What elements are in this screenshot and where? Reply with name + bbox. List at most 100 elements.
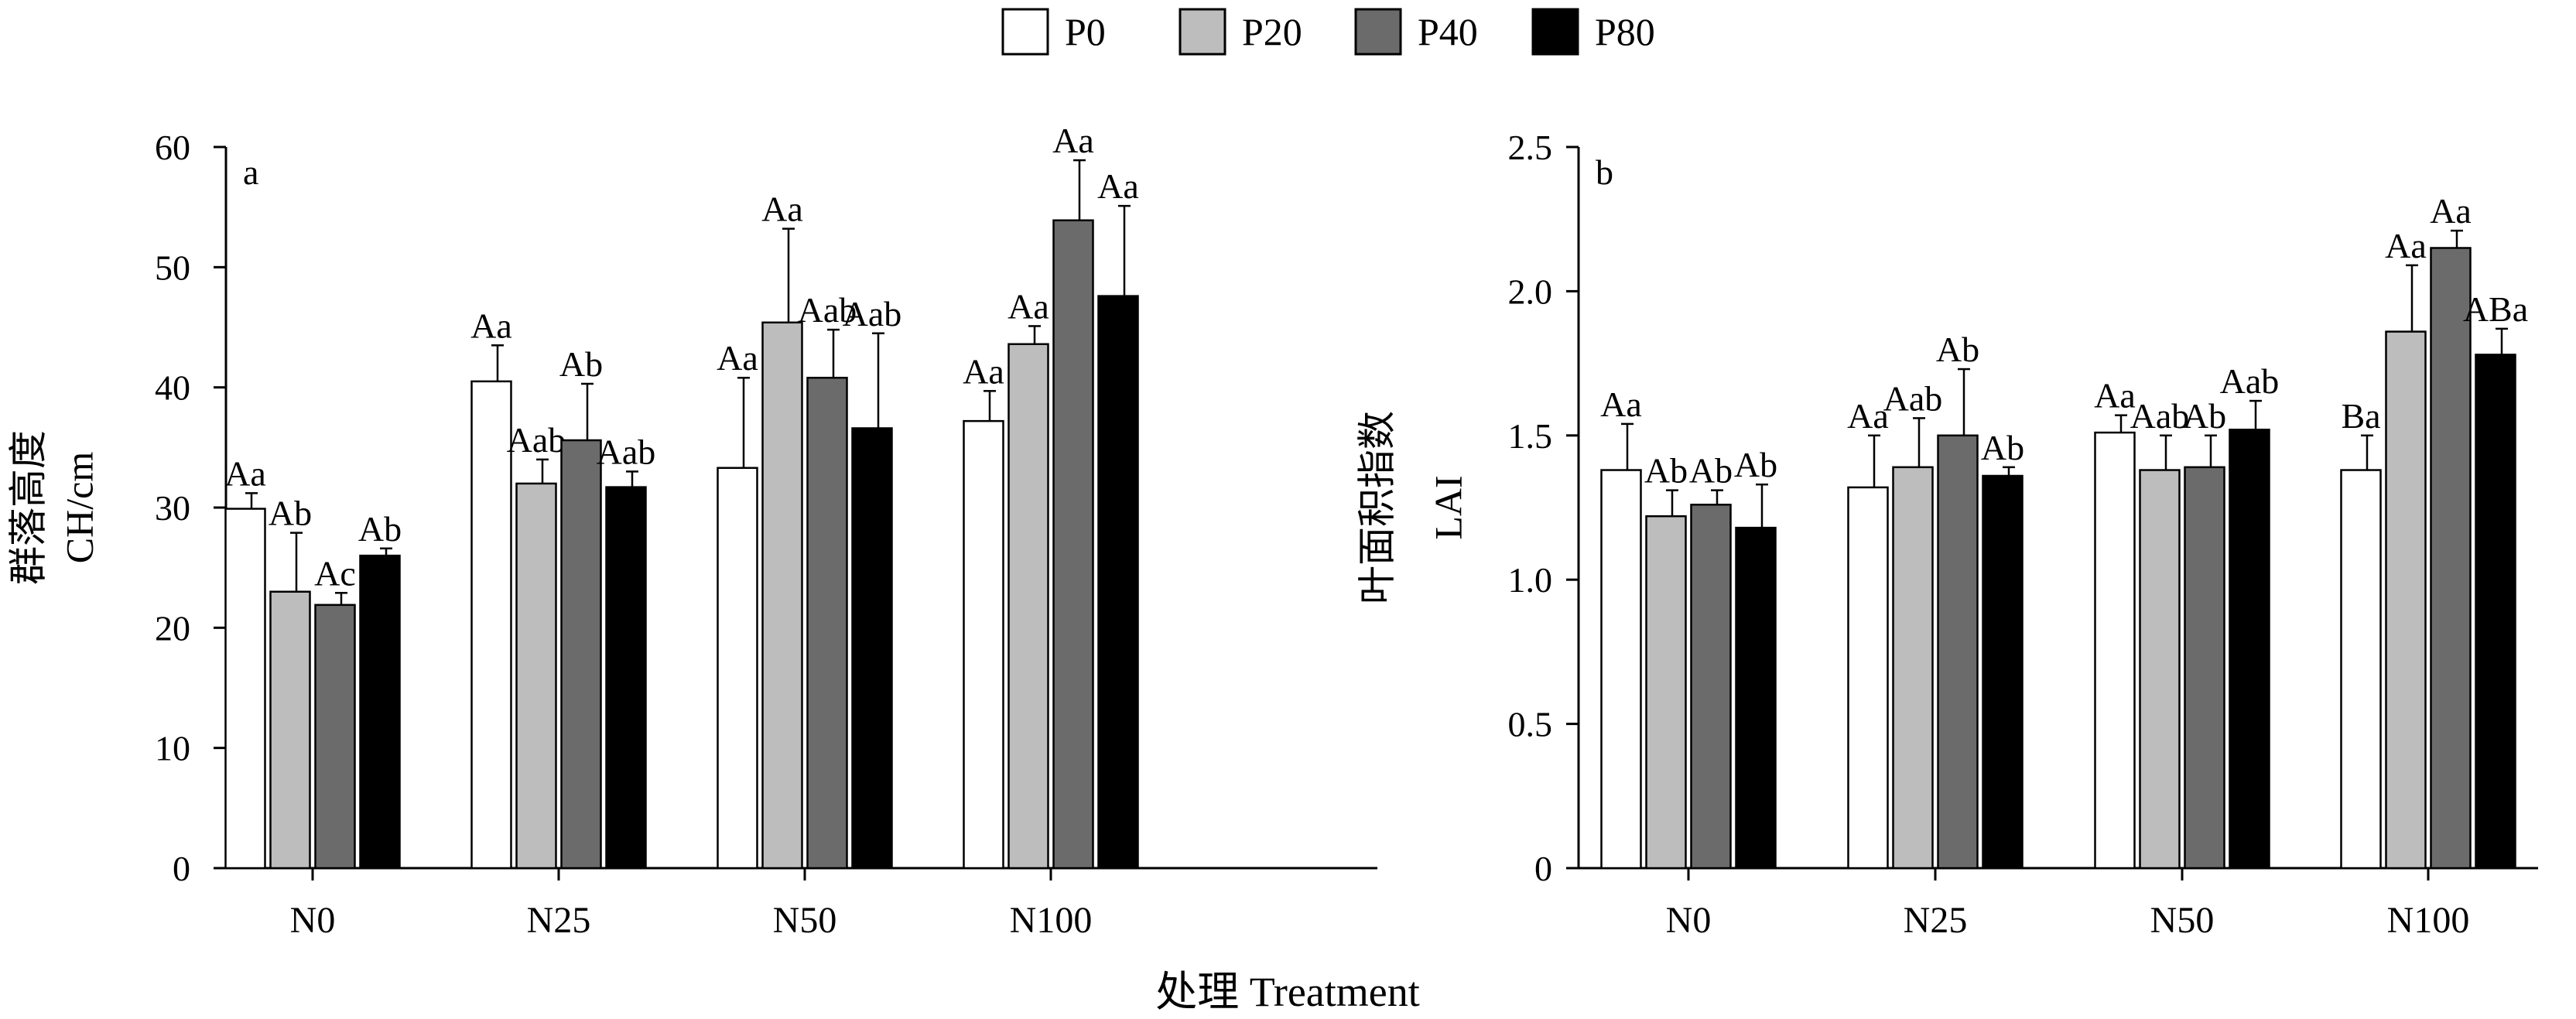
bar-p20-n50	[2139, 469, 2181, 870]
bar-p40-n100	[2430, 247, 2472, 870]
y-tick-label: 0	[1534, 849, 1552, 888]
bar-p40-n100	[1052, 219, 1094, 870]
bar-p0-n25	[1847, 486, 1889, 870]
bar-p20-n25	[1892, 466, 1934, 870]
bar-p0-n50	[2094, 431, 2136, 870]
significance-label: Aab	[2220, 361, 2280, 401]
legend-swatch-p40	[1354, 8, 1402, 56]
significance-label: Ac	[314, 553, 356, 593]
significance-label: Aa	[1097, 166, 1139, 206]
y-tick-label: 60	[155, 128, 190, 167]
legend: P0 P20 P40 P80	[1001, 8, 1655, 56]
significance-label: Aa	[2385, 226, 2427, 265]
x-axis-label: 处理 Treatment	[1155, 969, 1419, 1015]
bar-p20-n100	[2385, 330, 2427, 870]
bar-p0-n0	[224, 508, 266, 870]
y-axis-label-cn: 叶面积指数	[1355, 411, 1398, 604]
legend-swatch-p80	[1531, 8, 1579, 56]
bar-p20-n50	[761, 321, 803, 870]
bar-p40-n0	[314, 604, 356, 870]
bar-p40-n0	[1690, 504, 1732, 870]
bar-p80-n50	[851, 427, 893, 870]
panel-label: b	[1596, 152, 1613, 192]
bar-p40-n25	[560, 439, 602, 870]
significance-label: Ab	[1981, 428, 2024, 467]
y-tick-label: 50	[155, 248, 190, 287]
x-tick-label: N100	[2387, 900, 2470, 941]
y-axis-label-en: LAI	[1426, 475, 1469, 539]
significance-label: Aab	[597, 432, 656, 471]
significance-label: Aab	[507, 420, 566, 460]
bar-p0-n100	[2340, 469, 2382, 870]
bar-p0-n0	[1600, 469, 1642, 870]
significance-label: Aa	[224, 453, 266, 493]
significance-label: Aa	[1847, 396, 1889, 436]
significance-label: Aa	[1600, 385, 1642, 424]
legend-label-p0: P0	[1065, 10, 1106, 53]
x-tick-label: N25	[527, 900, 591, 941]
significance-label: Ab	[1734, 445, 1777, 484]
x-tick-label: N25	[1904, 900, 1968, 941]
y-tick-label: 1.0	[1508, 560, 1553, 600]
significance-label: Ba	[2341, 396, 2380, 436]
legend-label-p80: P80	[1595, 10, 1655, 53]
significance-label: Ab	[358, 509, 402, 549]
significance-label: Aab	[1883, 378, 1943, 418]
significance-label: Aa	[717, 338, 758, 378]
bar-p0-n25	[470, 380, 512, 870]
significance-label: Ab	[1936, 330, 1979, 369]
legend-swatch-p20	[1179, 8, 1226, 56]
significance-label: Aab	[2130, 396, 2190, 436]
bar-p20-n0	[1645, 515, 1687, 870]
x-tick-label: N50	[773, 900, 837, 941]
significance-label: Aa	[963, 351, 1004, 391]
bar-p80-n100	[1097, 295, 1139, 870]
x-tick-label: N50	[2150, 900, 2215, 941]
panel-label: a	[243, 152, 258, 192]
significance-label: Ab	[1689, 451, 1733, 491]
significance-label: Aa	[2430, 191, 2472, 231]
x-tick-label: N0	[290, 900, 336, 941]
bar-p0-n50	[717, 467, 758, 870]
legend-label-p20: P20	[1242, 10, 1302, 53]
bar-p80-n25	[1982, 474, 2024, 870]
significance-label: ABa	[2463, 289, 2528, 329]
significance-label: Aa	[470, 306, 512, 345]
y-axis-label-cn: 群落高度	[6, 430, 50, 585]
y-tick-label: 2.5	[1508, 128, 1553, 167]
bar-p40-n25	[1937, 434, 1979, 870]
significance-label: Ab	[559, 344, 603, 384]
bar-p20-n100	[1007, 343, 1049, 870]
significance-label: Ab	[269, 494, 312, 533]
bar-p40-n50	[2184, 466, 2225, 870]
x-tick-label: N100	[1010, 900, 1093, 941]
bar-p40-n50	[806, 376, 848, 870]
bar-p80-n100	[2475, 354, 2516, 870]
significance-label: Aa	[1052, 121, 1094, 160]
bar-p20-n0	[269, 590, 311, 870]
bar-p80-n50	[2229, 429, 2270, 870]
bar-p80-n0	[359, 554, 401, 870]
y-tick-label: 2.0	[1508, 272, 1553, 311]
significance-label: Ab	[1644, 451, 1688, 491]
bar-p80-n25	[605, 486, 647, 870]
y-tick-label: 0	[173, 849, 190, 888]
x-tick-label: N0	[1666, 900, 1712, 941]
significance-label: Aa	[761, 190, 803, 229]
y-axis-label-en: CH/cm	[57, 452, 101, 564]
significance-label: Aab	[798, 290, 857, 330]
y-tick-label: 30	[155, 488, 190, 528]
legend-label-p40: P40	[1418, 10, 1478, 53]
bar-p20-n25	[515, 482, 557, 870]
significance-label: Aa	[2094, 376, 2136, 415]
y-tick-label: 20	[155, 608, 190, 648]
significance-label: Aa	[1007, 286, 1049, 326]
bar-p0-n100	[963, 419, 1004, 870]
y-tick-label: 0.5	[1508, 705, 1553, 744]
bar-p80-n0	[1735, 526, 1777, 870]
significance-label: Aab	[843, 294, 902, 333]
y-tick-label: 10	[155, 729, 190, 768]
